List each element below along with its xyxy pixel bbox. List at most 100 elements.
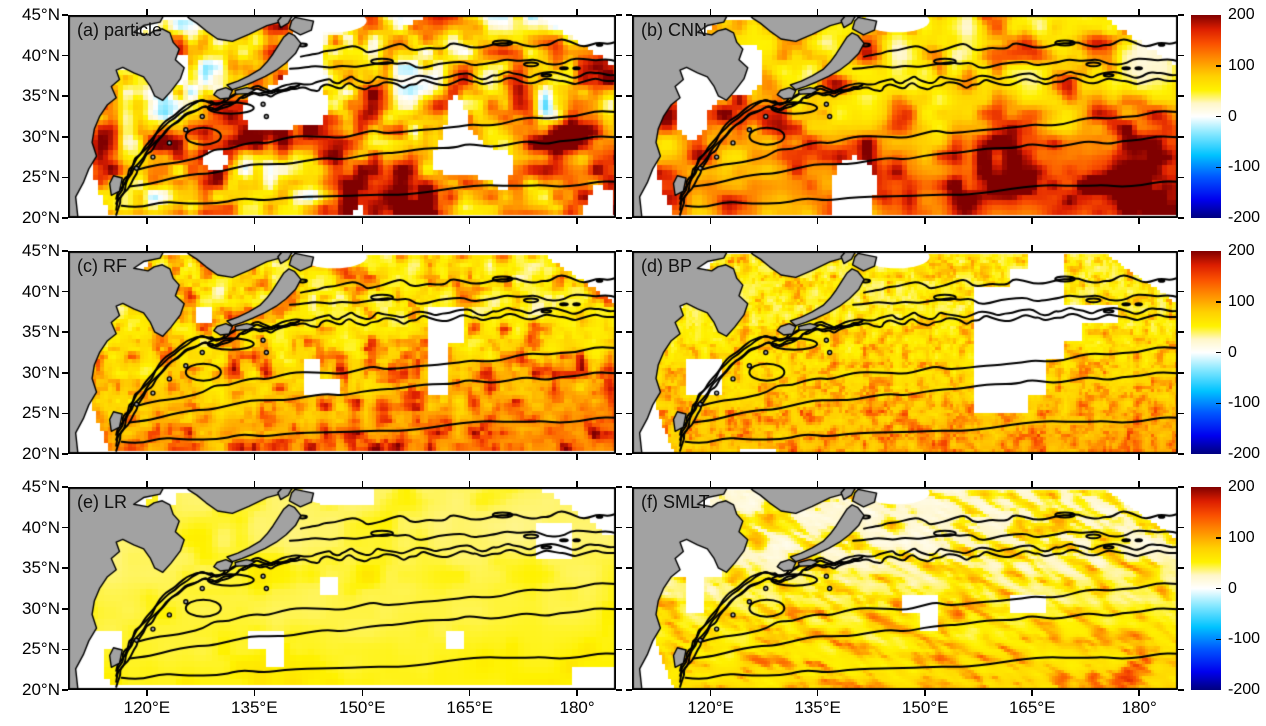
axis-tick bbox=[1138, 9, 1140, 15]
colorbar-tick bbox=[1216, 402, 1221, 404]
axis-tick bbox=[616, 526, 622, 529]
axis-tick bbox=[1031, 9, 1033, 15]
axis-tick bbox=[709, 454, 712, 460]
axis-tick bbox=[616, 95, 622, 97]
axis-tick bbox=[1031, 454, 1033, 460]
axis-tick bbox=[1138, 245, 1140, 251]
colorbar-tick-label: -100 bbox=[1228, 394, 1261, 412]
map-panel-b bbox=[632, 15, 1178, 218]
axis-tick bbox=[1031, 245, 1033, 251]
y-tick-label: 25°N bbox=[22, 167, 60, 187]
axis-tick bbox=[1178, 54, 1184, 57]
axis-tick bbox=[616, 14, 622, 16]
map-panel-e bbox=[68, 487, 616, 690]
axis-tick bbox=[62, 648, 68, 651]
axis-tick bbox=[616, 412, 622, 415]
colorbar-tick-label: 100 bbox=[1228, 56, 1255, 74]
axis-tick bbox=[1178, 290, 1184, 293]
axis-tick bbox=[576, 245, 578, 251]
panel-label-e: (e) LR bbox=[77, 492, 128, 512]
axis-tick bbox=[468, 481, 471, 487]
map-panel-f bbox=[632, 487, 1178, 690]
axis-tick bbox=[62, 412, 68, 415]
colorbar-tick-label: 100 bbox=[1228, 528, 1255, 546]
colorbar-tick bbox=[1216, 638, 1221, 640]
axis-tick bbox=[468, 454, 471, 460]
colorbar-tick bbox=[1216, 166, 1221, 168]
axis-tick bbox=[1178, 608, 1184, 610]
axis-tick bbox=[62, 54, 68, 57]
y-tick-label: 30°N bbox=[22, 362, 60, 382]
axis-tick bbox=[361, 481, 364, 487]
colorbar-tick-label: -200 bbox=[1228, 445, 1261, 462]
axis-tick bbox=[62, 217, 68, 219]
axis-tick bbox=[1178, 136, 1184, 138]
axis-tick bbox=[253, 690, 256, 696]
axis-tick bbox=[924, 454, 926, 460]
axis-tick bbox=[1178, 95, 1184, 97]
colorbar-tick-label: 200 bbox=[1228, 478, 1255, 495]
y-tick-label: 45°N bbox=[22, 5, 60, 24]
axis-tick bbox=[616, 648, 622, 651]
axis-tick bbox=[361, 690, 364, 696]
y-tick-label: 25°N bbox=[22, 639, 60, 659]
axis-tick bbox=[1178, 648, 1184, 651]
x-tick-label: 120°E bbox=[687, 698, 734, 717]
axis-tick bbox=[709, 9, 712, 15]
axis-tick bbox=[616, 372, 622, 374]
axis-tick bbox=[626, 372, 632, 374]
colorbar-tick bbox=[1216, 351, 1221, 354]
colorbar-tick bbox=[1216, 587, 1221, 590]
colorbar-tick bbox=[1216, 115, 1221, 118]
y-tick-label: 30°N bbox=[22, 126, 60, 146]
axis-tick bbox=[62, 372, 68, 374]
axis-tick bbox=[146, 454, 148, 460]
axis-tick bbox=[62, 290, 68, 293]
x-tick-label: 180° bbox=[559, 698, 595, 717]
map-panel-d bbox=[632, 251, 1178, 454]
axis-tick bbox=[576, 454, 578, 460]
axis-tick bbox=[626, 54, 632, 57]
axis-tick bbox=[361, 9, 364, 15]
axis-tick bbox=[62, 136, 68, 138]
axis-tick bbox=[62, 567, 68, 569]
axis-tick bbox=[709, 481, 712, 487]
axis-tick bbox=[1138, 690, 1140, 696]
y-tick-label: 35°N bbox=[22, 86, 60, 106]
axis-tick bbox=[626, 95, 632, 97]
colorbar-tick bbox=[1216, 301, 1221, 303]
colorbar-tick-label: -200 bbox=[1228, 681, 1261, 698]
axis-tick bbox=[626, 136, 632, 138]
axis-tick bbox=[616, 250, 622, 252]
axis-tick bbox=[1031, 218, 1033, 224]
axis-tick bbox=[62, 95, 68, 97]
axis-tick bbox=[576, 481, 578, 487]
axis-tick bbox=[626, 486, 632, 488]
axis-tick bbox=[616, 567, 622, 569]
panel-label-c: (c) RF bbox=[77, 256, 127, 276]
axis-tick bbox=[924, 481, 926, 487]
colorbar-tick-label: 0 bbox=[1228, 579, 1237, 597]
axis-tick bbox=[816, 481, 819, 487]
axis-tick bbox=[146, 218, 148, 224]
axis-tick bbox=[62, 176, 68, 179]
x-tick-label: 150°E bbox=[901, 698, 949, 717]
axis-tick bbox=[709, 218, 712, 224]
axis-tick bbox=[616, 608, 622, 610]
axis-tick bbox=[1178, 217, 1184, 219]
x-tick-label: 120°E bbox=[123, 698, 171, 717]
axis-tick bbox=[1178, 372, 1184, 374]
axis-tick bbox=[62, 453, 68, 455]
y-tick-label: 20°N bbox=[22, 680, 60, 699]
x-tick-label: 180° bbox=[1121, 698, 1157, 717]
axis-tick bbox=[924, 9, 926, 15]
axis-tick bbox=[616, 176, 622, 179]
axis-tick bbox=[626, 412, 632, 415]
axis-tick bbox=[616, 486, 622, 488]
y-tick-label: 45°N bbox=[22, 241, 60, 260]
axis-tick bbox=[924, 218, 926, 224]
axis-tick bbox=[626, 176, 632, 179]
axis-tick bbox=[709, 690, 712, 696]
y-tick-label: 20°N bbox=[22, 208, 60, 227]
axis-tick bbox=[62, 486, 68, 488]
